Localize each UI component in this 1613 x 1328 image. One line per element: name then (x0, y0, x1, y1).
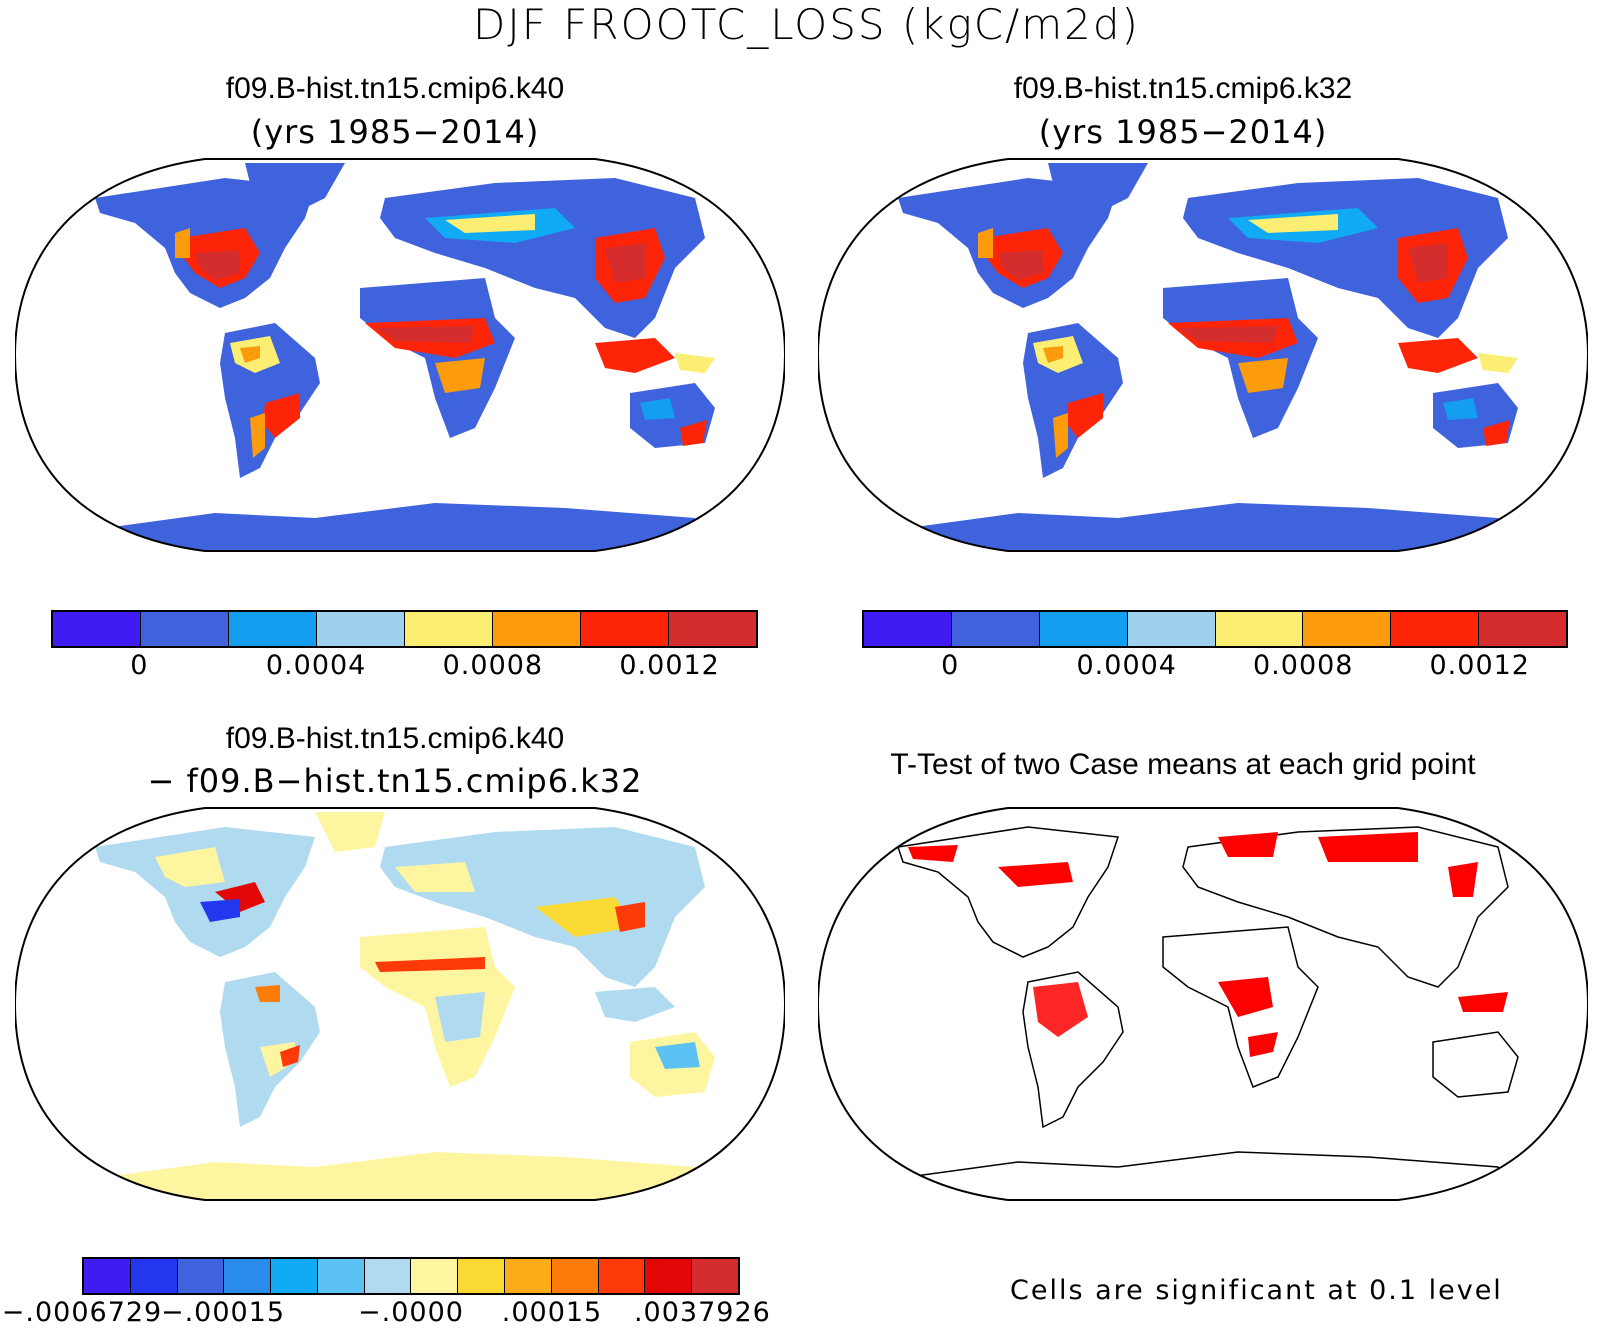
outline-australia (1432, 1031, 1519, 1098)
colorbar-tick-label: −.0006729 (1, 1297, 163, 1328)
colorbar-tick-label: 0.0008 (442, 650, 544, 681)
land-greenland (315, 812, 385, 852)
land-north-america (95, 827, 315, 957)
outline-eurasia (1182, 826, 1509, 988)
colorbar-tick-label: 0.0012 (619, 650, 720, 681)
panel-title-top-right: f09.B-hist.tn15.cmip6.k32 (1013, 72, 1353, 105)
map-top-right (818, 158, 1588, 552)
colorbar-swatch (405, 612, 493, 646)
land-antarctica (888, 503, 1518, 551)
land-africa (1163, 278, 1318, 438)
colorbar-swatch (53, 612, 141, 646)
colorbar-swatch (84, 1259, 131, 1293)
colorbar-tick-label: 0 (941, 650, 960, 681)
colorbar-top-right (862, 610, 1568, 648)
colorbar-tick-label: 0 (130, 650, 149, 681)
colorbar-swatch (1303, 612, 1392, 646)
colorbar-swatch (317, 1259, 365, 1293)
colorbar-swatch (645, 1259, 693, 1293)
panel-title-bottom-left: f09.B-hist.tn15.cmip6.k40 (225, 722, 565, 755)
colorbar-swatch (493, 612, 581, 646)
colorbar-tick-label: 0.0004 (1076, 650, 1177, 681)
colorbar-swatch (1215, 612, 1304, 646)
colorbar-swatch (505, 1259, 552, 1293)
colorbar-swatch (864, 612, 952, 646)
map-bottom-right (818, 807, 1588, 1201)
panel-title-bottom-right: T-Test of two Case means at each grid po… (890, 748, 1476, 781)
colorbar-swatch (951, 612, 1040, 646)
colorbar-swatch (130, 1259, 178, 1293)
colorbar-swatch (1391, 612, 1480, 646)
panel-subtitle-top-right: (yrs 1985−2014) (1038, 113, 1328, 151)
panel-subtitle-bottom-left: − f09.B−hist.tn15.cmip6.k32 (147, 762, 643, 800)
colorbar-swatch (581, 612, 669, 646)
colorbar-swatch (411, 1259, 459, 1293)
land-antarctica (85, 1152, 715, 1200)
map-top-left (15, 158, 785, 552)
panel-title-top-left: f09.B-hist.tn15.cmip6.k40 (225, 72, 565, 105)
colorbar-swatch (177, 1259, 225, 1293)
colorbar-tick-label: .0037926 (633, 1297, 771, 1328)
colorbar-swatch (229, 612, 317, 646)
colorbar-swatch (1127, 612, 1216, 646)
colorbar-swatch (551, 1259, 599, 1293)
land-africa (360, 278, 515, 438)
colorbar-tick-label: 0.0004 (265, 650, 367, 681)
significance-note: Cells are significant at 0.1 level (1010, 1275, 1503, 1306)
colorbar-top-left (51, 610, 758, 648)
colorbar-tick-label: 0.0008 (1253, 650, 1354, 681)
colorbar-swatch (598, 1259, 646, 1293)
outline-antarctica (886, 1151, 1520, 1200)
colorbar-bottom-left (82, 1257, 740, 1295)
colorbar-tick-label: −.00015 (160, 1297, 286, 1328)
colorbar-swatch (141, 612, 229, 646)
land-greenland (245, 163, 345, 213)
colorbar-swatch (1039, 612, 1128, 646)
colorbar-swatch (224, 1259, 272, 1293)
map-bottom-left (15, 807, 785, 1201)
colorbar-swatch (364, 1259, 412, 1293)
colorbar-swatch (1479, 612, 1566, 646)
colorbar-swatch (317, 612, 405, 646)
colorbar-tick-label: 0.0012 (1429, 650, 1530, 681)
land-greenland (1048, 163, 1148, 213)
colorbar-swatch (271, 1259, 318, 1293)
colorbar-swatch (692, 1259, 738, 1293)
land-antarctica (85, 503, 715, 551)
colorbar-swatch (669, 612, 756, 646)
colorbar-swatch (458, 1259, 506, 1293)
figure-title: DJF FROOTC_LOSS (kgC/m2d) (473, 0, 1140, 49)
panel-subtitle-top-left: (yrs 1985−2014) (250, 113, 540, 151)
colorbar-tick-label: −.0000 (358, 1297, 464, 1328)
colorbar-tick-label: .00015 (501, 1297, 603, 1328)
